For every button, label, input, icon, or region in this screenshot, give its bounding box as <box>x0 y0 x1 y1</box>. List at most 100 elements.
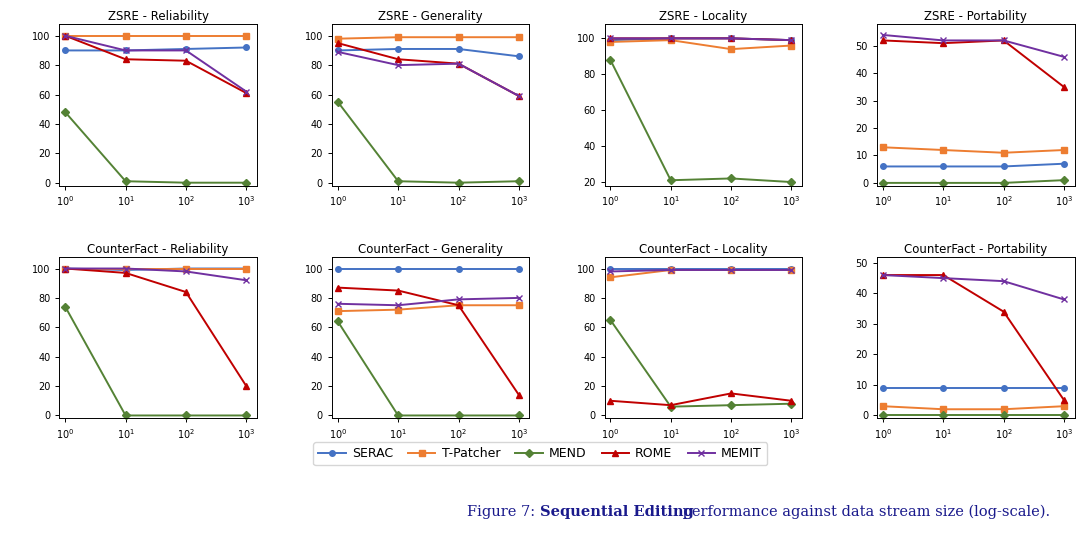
SERAC <box>332 265 345 272</box>
MEMIT <box>877 272 890 278</box>
SERAC <box>1057 385 1070 391</box>
Title: ZSRE - Generality: ZSRE - Generality <box>378 10 483 23</box>
ROME <box>877 272 890 278</box>
T-Patcher <box>936 147 949 153</box>
ROME <box>179 289 192 295</box>
MEND <box>453 180 465 186</box>
MEMIT <box>58 265 71 272</box>
Line: MEND: MEND <box>335 319 522 418</box>
MEMIT <box>392 302 405 309</box>
T-Patcher <box>453 34 465 41</box>
SERAC <box>58 47 71 54</box>
MEND <box>664 403 677 410</box>
T-Patcher <box>332 36 345 42</box>
SERAC <box>512 53 525 60</box>
MEMIT <box>512 295 525 301</box>
MEND <box>179 180 192 186</box>
MEND <box>58 109 71 115</box>
MEND <box>58 303 71 310</box>
ROME <box>785 37 798 43</box>
MEND <box>392 412 405 418</box>
ROME <box>119 56 132 62</box>
SERAC <box>725 35 738 42</box>
Line: ROME: ROME <box>335 41 522 99</box>
MEND <box>664 177 677 183</box>
Line: T-Patcher: T-Patcher <box>880 403 1067 412</box>
MEMIT <box>1057 296 1070 303</box>
Title: ZSRE - Reliability: ZSRE - Reliability <box>108 10 208 23</box>
Text: Sequential Editing: Sequential Editing <box>540 505 693 519</box>
T-Patcher <box>332 308 345 314</box>
T-Patcher <box>664 267 677 273</box>
Line: SERAC: SERAC <box>608 36 794 43</box>
T-Patcher <box>664 37 677 43</box>
Line: T-Patcher: T-Patcher <box>608 37 794 52</box>
Line: ROME: ROME <box>880 38 1067 90</box>
Line: SERAC: SERAC <box>63 266 249 273</box>
MEMIT <box>392 62 405 68</box>
T-Patcher <box>179 265 192 272</box>
MEND <box>725 402 738 408</box>
MEND <box>119 412 132 418</box>
ROME <box>1057 84 1070 90</box>
Line: MEMIT: MEMIT <box>335 295 522 308</box>
Line: ROME: ROME <box>335 285 522 398</box>
Line: MEMIT: MEMIT <box>608 267 794 274</box>
SERAC <box>119 267 132 273</box>
SERAC <box>785 37 798 43</box>
MEMIT <box>604 268 617 274</box>
Line: SERAC: SERAC <box>63 45 249 53</box>
MEND <box>604 317 617 323</box>
SERAC <box>664 35 677 42</box>
MEMIT <box>997 37 1010 44</box>
SERAC <box>604 37 617 43</box>
Title: ZSRE - Locality: ZSRE - Locality <box>659 10 747 23</box>
SERAC <box>240 44 253 51</box>
MEND <box>1057 177 1070 183</box>
ROME <box>785 398 798 404</box>
Line: ROME: ROME <box>880 272 1067 403</box>
MEMIT <box>785 37 798 43</box>
SERAC <box>512 265 525 272</box>
SERAC <box>604 265 617 272</box>
Line: T-Patcher: T-Patcher <box>880 144 1067 156</box>
MEMIT <box>664 267 677 273</box>
SERAC <box>179 265 192 272</box>
Line: MEND: MEND <box>63 109 249 185</box>
SERAC <box>179 46 192 52</box>
Line: MEMIT: MEMIT <box>608 36 794 43</box>
SERAC <box>936 163 949 169</box>
MEND <box>512 412 525 418</box>
Line: SERAC: SERAC <box>880 161 1067 169</box>
Line: MEND: MEND <box>335 99 522 185</box>
ROME <box>58 265 71 272</box>
MEND <box>179 412 192 418</box>
MEND <box>332 318 345 325</box>
T-Patcher <box>997 406 1010 413</box>
Line: MEMIT: MEMIT <box>880 32 1067 60</box>
Line: SERAC: SERAC <box>880 385 1067 391</box>
MEMIT <box>240 88 253 95</box>
Line: MEND: MEND <box>63 304 249 418</box>
Title: ZSRE - Portability: ZSRE - Portability <box>924 10 1027 23</box>
Line: MEND: MEND <box>608 57 794 185</box>
MEMIT <box>725 267 738 273</box>
ROME <box>332 40 345 46</box>
Title: CounterFact - Reliability: CounterFact - Reliability <box>87 243 229 256</box>
T-Patcher <box>1057 147 1070 153</box>
ROME <box>392 56 405 62</box>
SERAC <box>785 265 798 272</box>
Title: CounterFact - Portability: CounterFact - Portability <box>904 243 1048 256</box>
T-Patcher <box>1057 403 1070 409</box>
MEND <box>877 180 890 186</box>
ROME <box>1057 397 1070 403</box>
MEND <box>453 412 465 418</box>
ROME <box>664 35 677 42</box>
SERAC <box>332 47 345 54</box>
MEND <box>512 178 525 184</box>
SERAC <box>119 47 132 54</box>
T-Patcher <box>512 302 525 309</box>
T-Patcher <box>725 46 738 52</box>
Line: MEND: MEND <box>880 413 1067 418</box>
SERAC <box>58 265 71 272</box>
